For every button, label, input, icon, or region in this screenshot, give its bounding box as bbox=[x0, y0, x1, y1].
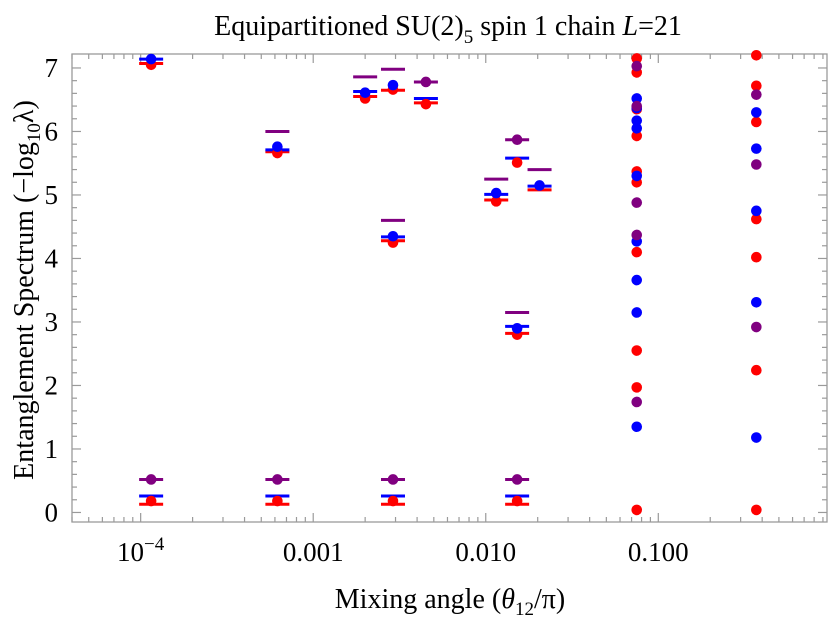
blue-data-point bbox=[631, 274, 643, 286]
red-data-point bbox=[631, 246, 643, 258]
purple-data-point bbox=[631, 229, 643, 241]
red-data-point bbox=[420, 98, 432, 110]
blue-data-point bbox=[359, 87, 371, 99]
blue-data-point bbox=[511, 323, 523, 334]
y-tick-label: 2 bbox=[45, 370, 59, 400]
red-data-point bbox=[631, 130, 643, 142]
blue-data-point bbox=[751, 296, 762, 308]
purple-data-point bbox=[272, 474, 283, 485]
purple-data-point bbox=[631, 100, 643, 112]
red-data-point bbox=[631, 382, 643, 393]
blue-data-point bbox=[387, 230, 399, 242]
blue-data-point bbox=[751, 432, 762, 443]
purple-data-point bbox=[631, 396, 643, 408]
y-tick-label: 6 bbox=[45, 116, 59, 146]
red-data-point bbox=[631, 53, 643, 64]
y-axis-ticks: 0 1 2 3 4 5 6 7 bbox=[45, 53, 827, 527]
red-data-point bbox=[751, 116, 762, 128]
red-data-point bbox=[145, 495, 157, 507]
y-tick-label: 7 bbox=[45, 53, 59, 83]
blue-data-point bbox=[751, 143, 762, 154]
purple-data-point bbox=[145, 474, 157, 485]
purple-data-point bbox=[631, 197, 643, 208]
blue-data-point bbox=[145, 53, 157, 65]
red-data-point bbox=[511, 495, 523, 507]
x-axis-ticks: 10−4 0.001 0.010 0.100 bbox=[71, 54, 824, 567]
blue-data-point bbox=[751, 107, 762, 118]
red-data-point bbox=[751, 251, 762, 263]
red-data-point bbox=[387, 495, 399, 507]
y-tick-label: 5 bbox=[45, 180, 59, 210]
red-data-point bbox=[490, 196, 502, 207]
blue-data-point bbox=[631, 93, 643, 104]
blue-data-point bbox=[490, 187, 502, 199]
blue-data-point bbox=[534, 180, 545, 191]
purple-data-point bbox=[751, 89, 762, 100]
plot-marks bbox=[139, 49, 762, 516]
red-data-point bbox=[751, 49, 762, 61]
y-axis-label: Entanglement Spectrum (−log10λ) bbox=[9, 100, 45, 480]
chart-title: Equipartitioned SU(2)5 spin 1 chain L=21 bbox=[214, 11, 682, 48]
blue-data-point bbox=[751, 205, 762, 217]
purple-data-point bbox=[387, 474, 399, 485]
purple-data-point bbox=[420, 76, 432, 88]
red-data-point bbox=[751, 213, 762, 225]
purple-data-point bbox=[511, 474, 523, 485]
blue-data-point bbox=[631, 421, 643, 433]
blue-data-point bbox=[631, 170, 643, 182]
x-tick-label: 0.001 bbox=[283, 537, 344, 567]
y-tick-label: 4 bbox=[45, 243, 59, 273]
red-data-point bbox=[751, 504, 762, 516]
red-data-point bbox=[511, 157, 523, 168]
blue-data-point bbox=[631, 122, 643, 134]
red-data-point bbox=[631, 345, 643, 356]
purple-data-point bbox=[751, 159, 762, 170]
blue-data-point bbox=[272, 141, 283, 153]
blue-data-point bbox=[631, 307, 643, 318]
red-data-point bbox=[631, 504, 643, 516]
x-tick-label: 0.010 bbox=[455, 537, 516, 567]
red-data-point bbox=[751, 364, 762, 376]
purple-data-point bbox=[751, 321, 762, 333]
blue-data-point bbox=[387, 79, 399, 91]
y-tick-label: 0 bbox=[45, 497, 59, 527]
y-tick-label: 3 bbox=[45, 307, 59, 337]
y-tick-label: 1 bbox=[45, 434, 59, 464]
blue-data-point bbox=[631, 115, 643, 126]
x-tick-label: 10−4 bbox=[117, 534, 165, 567]
x-tick-label: 0.100 bbox=[628, 537, 689, 567]
purple-data-point bbox=[511, 134, 523, 146]
purple-data-point bbox=[631, 60, 643, 72]
red-data-point bbox=[751, 80, 762, 92]
plot-frame bbox=[71, 53, 828, 523]
red-data-point bbox=[272, 495, 283, 507]
x-axis-label: Mixing angle (θ12/π) bbox=[335, 584, 565, 619]
